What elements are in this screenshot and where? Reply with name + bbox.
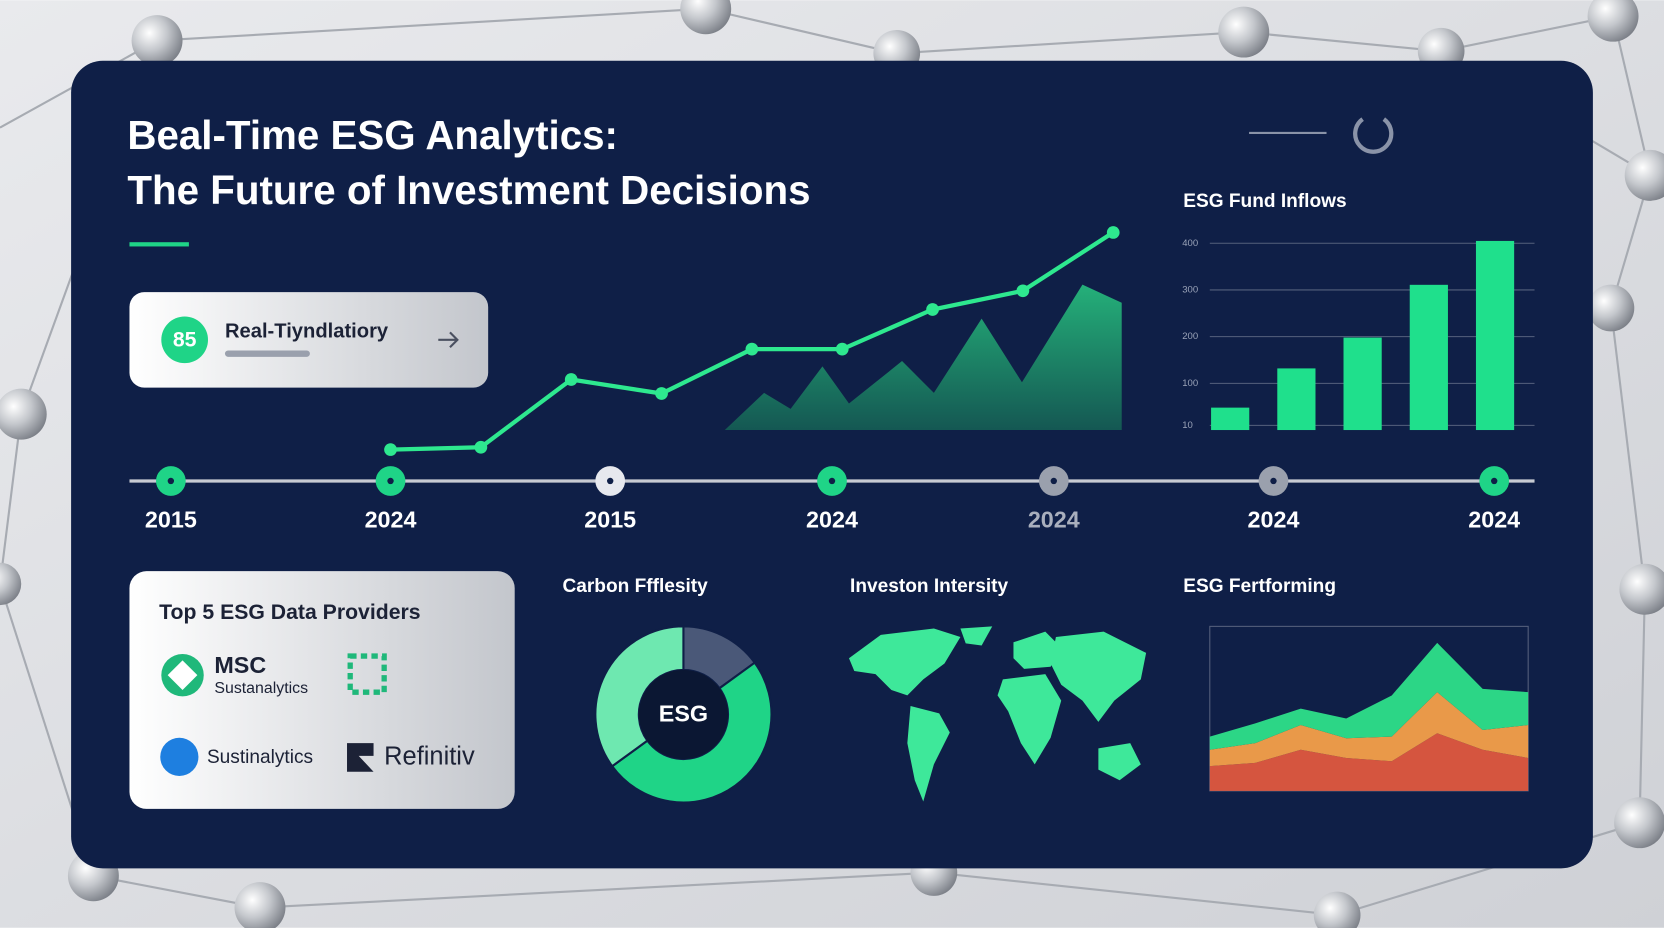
y-tick-label: 400 xyxy=(1182,238,1198,249)
timeline-label: 2024 xyxy=(1468,506,1520,532)
chart-title: Carbon Ffflesity xyxy=(562,576,708,597)
y-tick-label: 100 xyxy=(1182,378,1198,389)
y-tick-label: 300 xyxy=(1182,284,1198,295)
provider-name: MSC xyxy=(214,652,266,678)
bar xyxy=(1343,337,1382,431)
timeline-dot-center xyxy=(828,477,836,485)
timeline-dot-center xyxy=(1270,477,1277,485)
card-title: Real-Tiyndlatiory xyxy=(225,321,389,343)
title: The Future of Investment Decisions xyxy=(127,167,810,213)
refresh-icon[interactable] xyxy=(1353,117,1394,154)
timeline-dot-center xyxy=(1491,477,1498,485)
card-subtitle xyxy=(224,350,310,357)
provider-logo xyxy=(160,737,199,776)
provider-name: Refinitiv xyxy=(384,743,475,771)
timeline-label: 2015 xyxy=(145,506,197,532)
provider-sub: Sustanalytics xyxy=(214,680,308,697)
provider-name: Sustinalytics xyxy=(207,747,313,768)
bar xyxy=(1475,240,1515,431)
background-area xyxy=(724,284,1122,431)
provider-logo xyxy=(167,660,198,691)
stacked-area xyxy=(1209,642,1529,750)
chart-title: ESG Fertforming xyxy=(1183,576,1336,597)
bar xyxy=(1211,407,1250,431)
timeline-label: 2024 xyxy=(365,506,417,532)
point xyxy=(564,373,578,386)
y-tick-label: 10 xyxy=(1182,420,1193,431)
donut-hole xyxy=(638,669,728,760)
point xyxy=(835,342,849,356)
status-card[interactable] xyxy=(129,292,489,388)
timeline-label: 2024 xyxy=(1248,506,1300,532)
donut-center: ESG xyxy=(659,701,708,727)
point xyxy=(474,440,488,454)
timeline-dot-center xyxy=(167,477,175,485)
point xyxy=(1106,226,1120,239)
badge-value: 85 xyxy=(173,329,197,352)
providers-title: Top 5 ESG Data Providers xyxy=(159,601,420,624)
chart-title: ESG Fund Inflows xyxy=(1183,191,1346,212)
point xyxy=(926,303,939,316)
stacked-area xyxy=(1209,733,1529,791)
timeline-label: 2024 xyxy=(1028,506,1080,532)
providers-card xyxy=(129,571,515,809)
point xyxy=(1016,284,1030,298)
y-tick-label: 200 xyxy=(1182,331,1198,342)
timeline-dot-center xyxy=(387,477,394,485)
provider-logo xyxy=(347,743,374,772)
title: Beal-Time ESG Analytics: xyxy=(127,112,618,158)
map-title: Investon Intersity xyxy=(850,576,1008,597)
stacked-area xyxy=(1209,692,1529,767)
world-map xyxy=(848,626,1147,802)
bar xyxy=(1277,368,1316,431)
timeline-dot-center xyxy=(607,477,614,485)
point xyxy=(384,443,397,456)
bar xyxy=(1409,284,1448,431)
timeline-label: 2024 xyxy=(806,506,858,532)
point xyxy=(745,342,759,356)
timeline-dot-center xyxy=(1050,477,1057,485)
arrow-icon xyxy=(438,331,459,349)
timeline-label: 2015 xyxy=(584,506,636,532)
title-underline xyxy=(129,242,189,247)
provider-logo xyxy=(347,653,387,695)
point xyxy=(655,387,668,400)
badge xyxy=(161,316,208,364)
